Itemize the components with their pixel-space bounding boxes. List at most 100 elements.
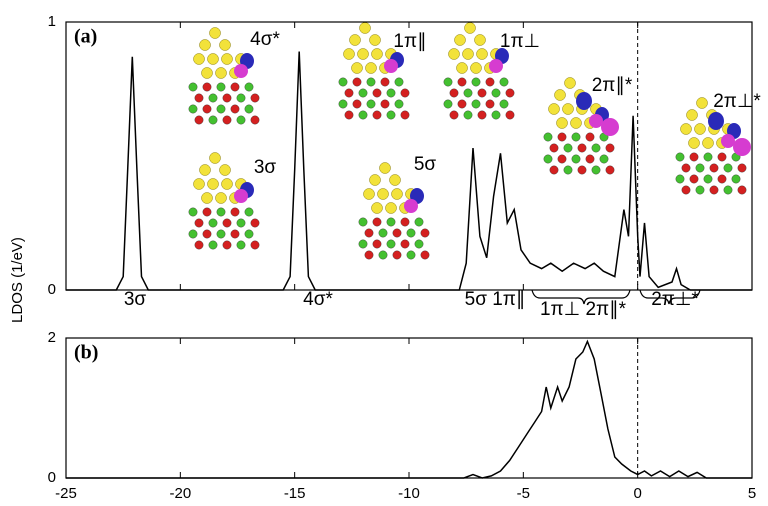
atom [378, 228, 388, 238]
atom [717, 152, 727, 162]
atom [723, 185, 733, 195]
atom [236, 115, 246, 125]
ldos-line [66, 51, 752, 291]
atom [372, 239, 382, 249]
atom [463, 88, 473, 98]
atom [499, 99, 509, 109]
atom [471, 99, 481, 109]
annotation: 1π⊥ 2π∥* [540, 299, 627, 320]
atom [406, 228, 416, 238]
orbital [234, 64, 248, 78]
atom [194, 93, 204, 103]
atom [193, 53, 205, 65]
x-tick-label: -10 [398, 485, 420, 502]
atom [414, 239, 424, 249]
orbital [601, 118, 619, 136]
atom [208, 115, 218, 125]
x-tick-label: -5 [517, 485, 530, 502]
atom [443, 99, 453, 109]
atom [688, 137, 700, 149]
atom [209, 27, 221, 39]
orbital [733, 138, 751, 156]
atom [543, 154, 553, 164]
atom [703, 152, 713, 162]
atom [359, 22, 371, 34]
atom [464, 22, 476, 34]
atom [202, 104, 212, 114]
atom [443, 77, 453, 87]
atom [456, 62, 468, 74]
atom [696, 97, 708, 109]
atom [343, 48, 355, 60]
atom [250, 218, 260, 228]
atom [681, 163, 691, 173]
atom [207, 178, 219, 190]
atom [394, 77, 404, 87]
atom [215, 67, 227, 79]
atom [695, 163, 705, 173]
atom [723, 163, 733, 173]
atom [358, 239, 368, 249]
atom [554, 89, 566, 101]
x-tick-label: -20 [169, 485, 191, 502]
atom [244, 104, 254, 114]
atom [366, 99, 376, 109]
atom [570, 117, 582, 129]
atom [449, 88, 459, 98]
atom [400, 239, 410, 249]
orbital [234, 189, 248, 203]
orbital [708, 112, 724, 130]
atom [202, 207, 212, 217]
atom [557, 154, 567, 164]
atom [222, 240, 232, 250]
atom [194, 240, 204, 250]
atom [702, 137, 714, 149]
atom [208, 240, 218, 250]
molecule-image [338, 22, 410, 120]
atom [737, 185, 747, 195]
atom [369, 34, 381, 46]
atom [230, 229, 240, 239]
atom [250, 240, 260, 250]
brace [531, 289, 631, 305]
atom [400, 110, 410, 120]
atom [585, 132, 595, 142]
atom [499, 77, 509, 87]
annotation: 5σ [414, 154, 437, 175]
atom [351, 62, 363, 74]
atom [352, 77, 362, 87]
atom [420, 228, 430, 238]
atom [216, 82, 226, 92]
atom [563, 143, 573, 153]
atom [703, 174, 713, 184]
atom [202, 229, 212, 239]
atom [236, 218, 246, 228]
atom [449, 110, 459, 120]
atom [485, 99, 495, 109]
atom [549, 165, 559, 175]
atom [591, 165, 601, 175]
atom [222, 93, 232, 103]
atom [675, 174, 685, 184]
molecule-image [543, 77, 619, 175]
atom [236, 93, 246, 103]
atom [208, 218, 218, 228]
molecule-image [188, 27, 260, 125]
atom [193, 178, 205, 190]
atom [344, 110, 354, 120]
atom [689, 174, 699, 184]
atom [349, 34, 361, 46]
atom [371, 48, 383, 60]
atom [199, 164, 211, 176]
atom [470, 62, 482, 74]
panel-label: (a) [74, 26, 97, 48]
atom [369, 174, 381, 186]
atom [675, 152, 685, 162]
atom [605, 165, 615, 175]
atom [222, 115, 232, 125]
orbital [489, 59, 503, 73]
atom [448, 48, 460, 60]
annotation: 5σ 1π∥ [465, 289, 526, 310]
atom [372, 217, 382, 227]
